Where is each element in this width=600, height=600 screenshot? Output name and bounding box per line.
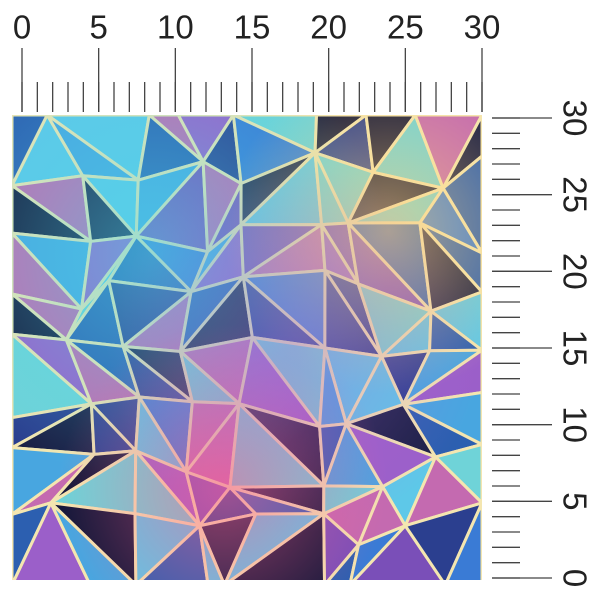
top-ruler: 0 5 10 15 20 25 30 [13, 9, 501, 112]
ruler-label: 5 [89, 9, 107, 46]
ruler-label: 30 [556, 100, 593, 137]
ruler-label: 10 [157, 9, 194, 46]
ruler-label: 20 [310, 9, 347, 46]
ruler-label: 25 [556, 176, 593, 213]
ruler-label: 5 [556, 492, 593, 510]
right-ruler: 0 5 10 15 20 25 30 [492, 100, 593, 587]
ruler-label: 15 [556, 330, 593, 367]
ruler-label: 10 [556, 406, 593, 443]
ruler-label: 15 [234, 9, 271, 46]
ruler-label: 0 [13, 9, 31, 46]
ruler-label: 30 [464, 9, 501, 46]
ruler-label: 0 [556, 569, 593, 587]
pattern [12, 115, 482, 580]
ruler-label: 25 [387, 9, 424, 46]
ruler-label: 20 [556, 253, 593, 290]
